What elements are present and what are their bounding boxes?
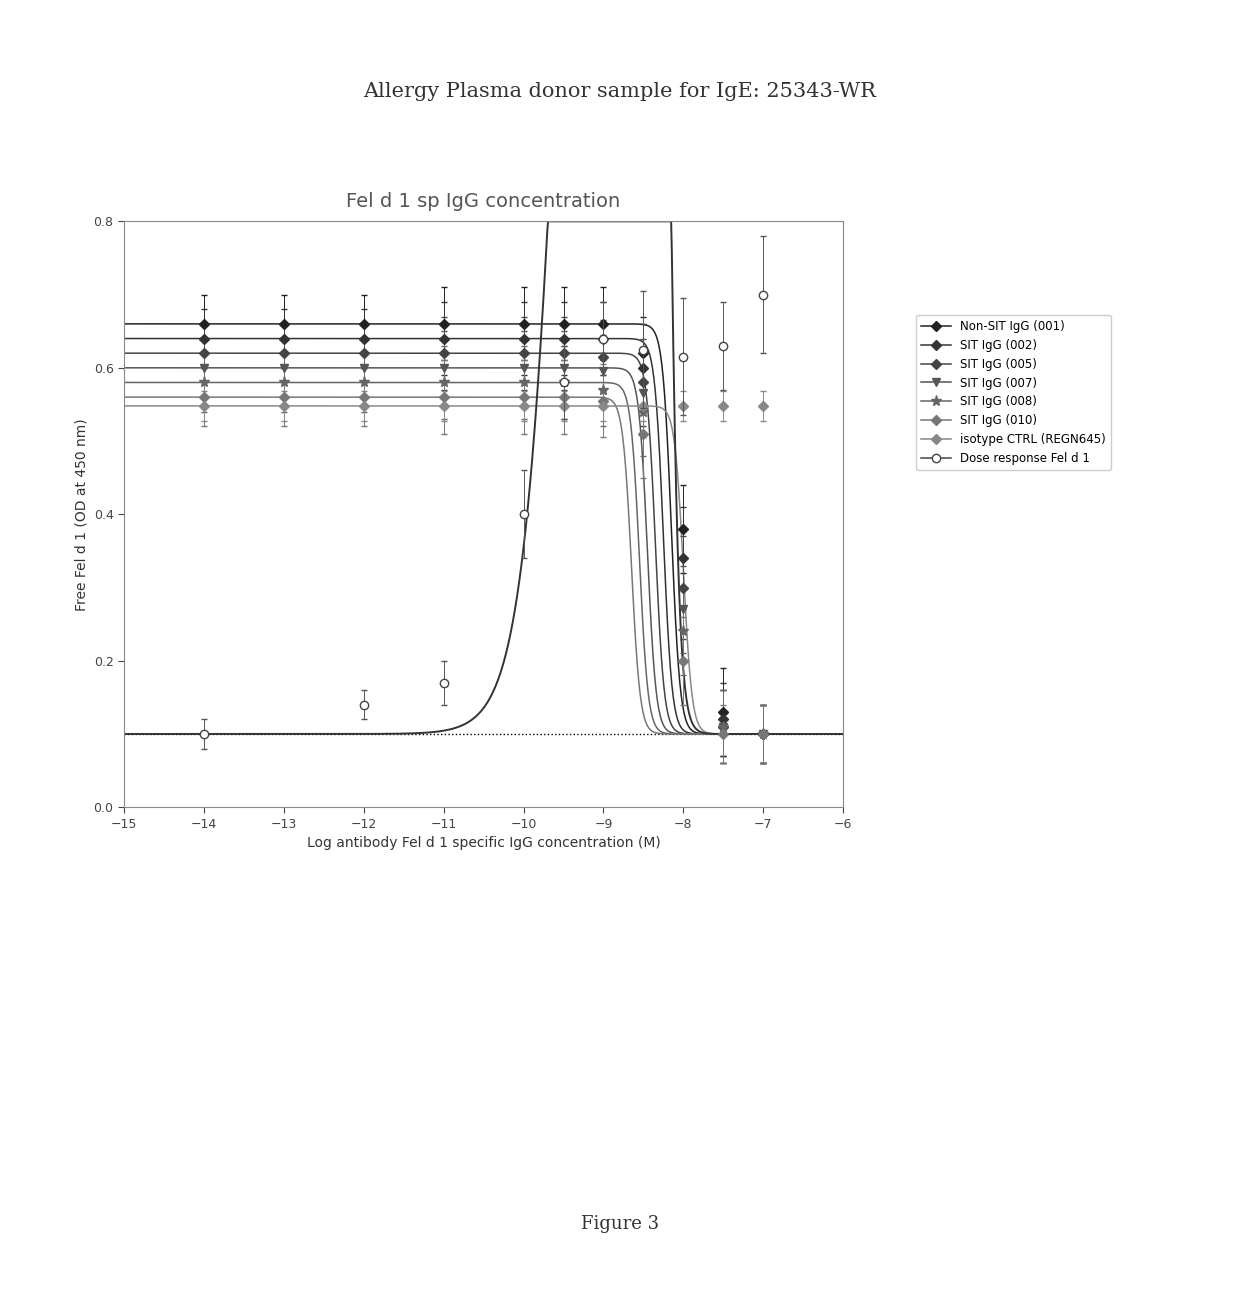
Y-axis label: Free Fel d 1 (OD at 450 nm): Free Fel d 1 (OD at 450 nm) bbox=[74, 418, 88, 611]
X-axis label: Log antibody Fel d 1 specific IgG concentration (M): Log antibody Fel d 1 specific IgG concen… bbox=[306, 836, 661, 850]
Legend: Non-SIT IgG (001), SIT IgG (002), SIT IgG (005), SIT IgG (007), SIT IgG (008), S: Non-SIT IgG (001), SIT IgG (002), SIT Ig… bbox=[916, 315, 1111, 470]
Text: Allergy Plasma donor sample for IgE: 25343-WR: Allergy Plasma donor sample for IgE: 253… bbox=[363, 82, 877, 100]
Text: Figure 3: Figure 3 bbox=[580, 1215, 660, 1233]
Title: Fel d 1 sp IgG concentration: Fel d 1 sp IgG concentration bbox=[346, 193, 621, 211]
